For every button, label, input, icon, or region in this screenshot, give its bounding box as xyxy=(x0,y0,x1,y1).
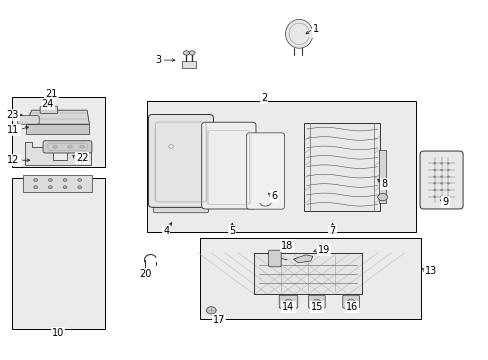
FancyBboxPatch shape xyxy=(43,141,92,153)
Text: 11: 11 xyxy=(7,125,20,135)
Text: 21: 21 xyxy=(45,89,58,99)
FancyBboxPatch shape xyxy=(148,114,213,207)
FancyBboxPatch shape xyxy=(153,199,208,213)
FancyBboxPatch shape xyxy=(342,295,359,308)
Text: 22: 22 xyxy=(76,153,88,163)
Polygon shape xyxy=(26,110,89,124)
Circle shape xyxy=(446,195,449,198)
Bar xyxy=(146,101,415,232)
Text: 9: 9 xyxy=(442,197,448,207)
Text: 12: 12 xyxy=(7,155,20,165)
Text: 20: 20 xyxy=(139,269,152,279)
Text: 5: 5 xyxy=(229,226,235,236)
Circle shape xyxy=(432,162,435,165)
Text: 4: 4 xyxy=(163,226,169,236)
Circle shape xyxy=(439,176,442,178)
Bar xyxy=(182,61,196,68)
FancyBboxPatch shape xyxy=(419,151,462,209)
Circle shape xyxy=(63,179,67,181)
Circle shape xyxy=(78,179,81,181)
Circle shape xyxy=(34,186,38,189)
Circle shape xyxy=(446,176,449,178)
Text: 1: 1 xyxy=(312,24,319,34)
Circle shape xyxy=(189,51,195,55)
Text: 3: 3 xyxy=(155,55,161,65)
Bar xyxy=(12,178,105,329)
Circle shape xyxy=(439,189,442,191)
Circle shape xyxy=(446,189,449,191)
Circle shape xyxy=(432,182,435,184)
FancyBboxPatch shape xyxy=(18,116,39,124)
Circle shape xyxy=(439,182,442,184)
Ellipse shape xyxy=(67,145,72,148)
Text: 17: 17 xyxy=(212,315,225,325)
Bar xyxy=(254,253,361,294)
Polygon shape xyxy=(285,19,312,48)
Circle shape xyxy=(439,195,442,198)
Circle shape xyxy=(432,176,435,178)
FancyBboxPatch shape xyxy=(279,295,297,308)
Text: 23: 23 xyxy=(6,110,19,120)
Bar xyxy=(200,238,420,319)
Text: 24: 24 xyxy=(41,99,54,109)
Circle shape xyxy=(183,51,189,55)
FancyBboxPatch shape xyxy=(268,250,281,267)
Bar xyxy=(254,253,361,294)
Circle shape xyxy=(313,299,320,304)
FancyBboxPatch shape xyxy=(308,295,325,308)
Text: 16: 16 xyxy=(345,302,358,312)
Circle shape xyxy=(285,299,291,304)
Circle shape xyxy=(34,179,38,181)
Bar xyxy=(23,175,92,192)
Circle shape xyxy=(439,162,442,165)
Circle shape xyxy=(432,195,435,198)
Circle shape xyxy=(63,186,67,189)
Text: 7: 7 xyxy=(329,226,335,236)
Circle shape xyxy=(78,186,81,189)
Text: 8: 8 xyxy=(381,179,387,189)
Circle shape xyxy=(347,299,354,304)
Text: 10: 10 xyxy=(51,328,64,338)
Polygon shape xyxy=(293,255,312,263)
Circle shape xyxy=(377,194,386,201)
Text: 19: 19 xyxy=(317,245,329,255)
Circle shape xyxy=(48,186,52,189)
Circle shape xyxy=(48,179,52,181)
FancyBboxPatch shape xyxy=(40,106,58,113)
Circle shape xyxy=(432,169,435,171)
Text: 6: 6 xyxy=(271,191,277,201)
Text: 18: 18 xyxy=(281,240,293,251)
Ellipse shape xyxy=(53,145,58,148)
Ellipse shape xyxy=(80,145,84,148)
Circle shape xyxy=(446,162,449,165)
Circle shape xyxy=(446,169,449,171)
Circle shape xyxy=(206,307,216,314)
Circle shape xyxy=(432,189,435,191)
FancyBboxPatch shape xyxy=(246,133,284,209)
Circle shape xyxy=(446,182,449,184)
Text: 2: 2 xyxy=(261,93,266,103)
Text: 14: 14 xyxy=(282,302,294,312)
Circle shape xyxy=(439,169,442,171)
Text: 13: 13 xyxy=(425,266,437,276)
Bar xyxy=(304,123,380,211)
Polygon shape xyxy=(26,124,89,134)
FancyBboxPatch shape xyxy=(202,122,256,209)
Bar xyxy=(378,150,386,202)
Text: 15: 15 xyxy=(310,302,323,312)
Polygon shape xyxy=(24,142,91,166)
Bar xyxy=(12,97,105,167)
